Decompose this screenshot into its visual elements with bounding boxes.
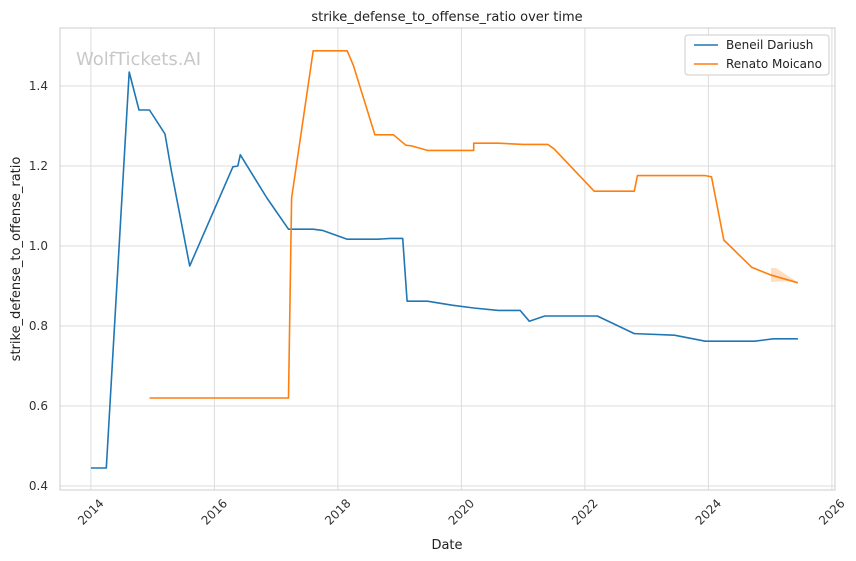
confidence-band [771, 268, 796, 282]
series-line-beneil-dariush [90, 71, 798, 469]
y-tick-labels: 0.4 0.6 0.8 1.0 1.2 1.4 [29, 79, 48, 493]
chart-title: strike_defense_to_offense_ratio over tim… [311, 10, 582, 25]
legend-label-beneil-dariush: Beneil Dariush [726, 38, 813, 52]
y-tick-label: 1.4 [29, 79, 48, 93]
y-tick-label: 0.8 [29, 319, 48, 333]
y-tick-label: 0.6 [29, 399, 48, 413]
y-axis-title: strike_defense_to_offense_ratio [9, 157, 24, 362]
watermark: WolfTickets.AI [76, 49, 201, 70]
legend-label-renato-moicano: Renato Moicano [726, 57, 822, 71]
legend-box [684, 34, 830, 76]
legend: Beneil Dariush Renato Moicano [684, 34, 830, 76]
x-axis-title: Date [431, 538, 462, 553]
series-line-renato-moicano [149, 49, 799, 399]
series-layer [90, 49, 799, 469]
y-tick-label: 1.2 [29, 159, 48, 173]
y-tick-label: 0.4 [29, 479, 48, 493]
y-tick-label: 1.0 [29, 239, 48, 253]
grid-lines [60, 28, 835, 490]
plot-frame [59, 27, 836, 491]
